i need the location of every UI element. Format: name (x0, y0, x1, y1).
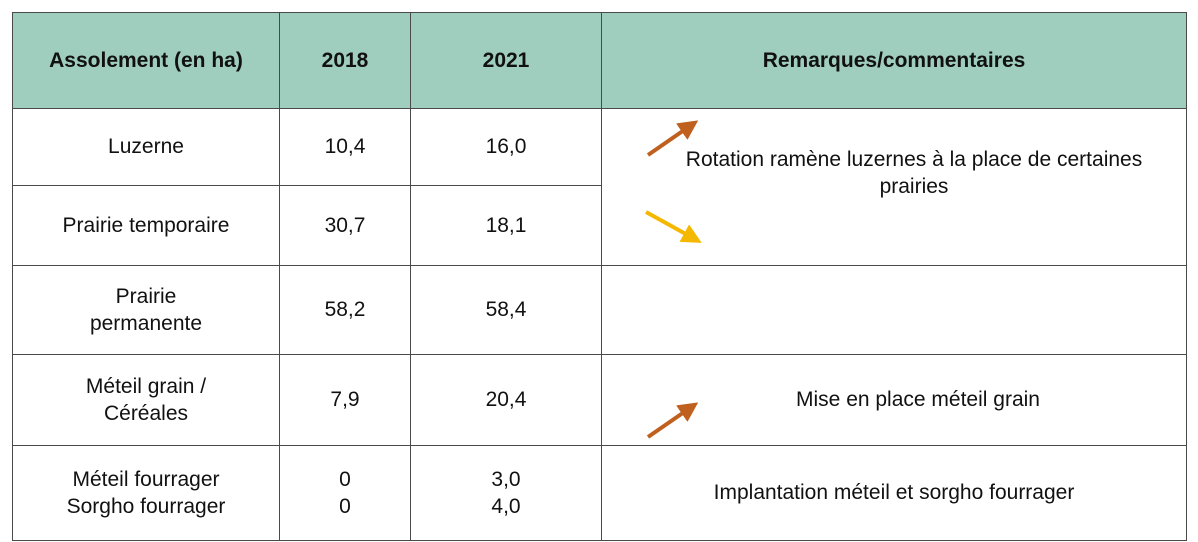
row: Prairie temporaire 30,7 18,1 (12, 185, 1187, 266)
cell: 10,4 (279, 108, 411, 186)
cell: 7,9 (279, 354, 411, 446)
cell (601, 265, 1187, 355)
cell-line: 4,0 (491, 495, 521, 518)
header-cell: 2021 (410, 12, 602, 109)
cell-line: 0 (339, 495, 351, 518)
cell: 16,0 (410, 108, 602, 186)
header-row: Assolement (en ha) 2018 2021 Remarques/c… (12, 12, 1187, 109)
cell: Prairie temporaire (12, 185, 280, 266)
header-cell: 2018 (279, 12, 411, 109)
row: Prairie permanente 58,2 58,4 (12, 265, 1187, 355)
remark-cell: Mise en place méteil grain (601, 354, 1187, 446)
cell: Méteil fourrager Sorgho fourrager (12, 445, 280, 541)
remark: Rotation ramène luzernes à la place de c… (685, 147, 1143, 198)
cell-line: Méteil fourrager (72, 467, 220, 491)
cell: 3,0 4,0 (410, 445, 602, 541)
cell-line: 0 (339, 467, 351, 491)
cell: Luzerne (12, 108, 280, 186)
cell: Prairie permanente (12, 265, 280, 355)
remark-cell: Rotation ramène luzernes à la place de c… (601, 108, 1187, 266)
cell: 20,4 (410, 354, 602, 446)
row: Luzerne 10,4 16,0 Rotation ramène luzern… (12, 108, 1187, 266)
cell: 18,1 (410, 185, 602, 266)
table: Assolement (en ha) 2018 2021 Remarques/c… (12, 12, 1187, 541)
row: Méteil grain / Céréales 7,9 20,4 Mise en… (12, 354, 1187, 446)
cell: 58,2 (279, 265, 411, 355)
header-cell: Remarques/commentaires (601, 12, 1187, 109)
header-cell: Assolement (en ha) (12, 12, 280, 109)
remark-cell: Implantation méteil et sorgho fourrager (601, 445, 1187, 541)
cell: 58,4 (410, 265, 602, 355)
cell-line: Sorgho fourrager (66, 495, 226, 518)
cell-line: 3,0 (491, 467, 521, 491)
cell: 30,7 (279, 185, 411, 266)
cell: Méteil grain / Céréales (12, 354, 280, 446)
